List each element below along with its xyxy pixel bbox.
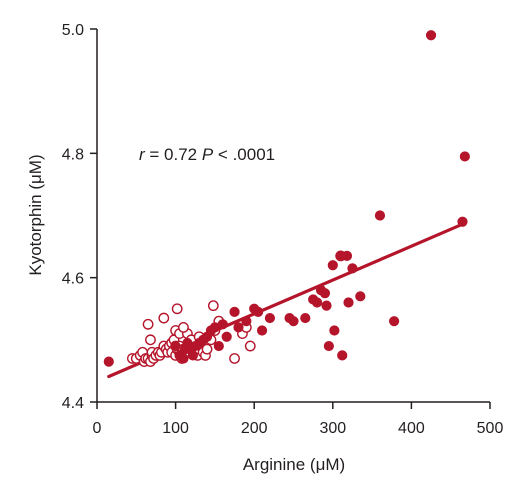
x-tick-label: 200 bbox=[241, 420, 268, 437]
r-value: = 0.72 bbox=[145, 145, 202, 164]
open-data-point bbox=[244, 340, 256, 352]
open-data-point bbox=[229, 353, 240, 364]
y-tick-label: 4.6 bbox=[62, 271, 84, 288]
open-data-point bbox=[201, 343, 213, 355]
filled-data-point bbox=[221, 331, 232, 342]
y-tick-label: 5.0 bbox=[62, 22, 84, 39]
filled-data-point bbox=[343, 297, 354, 308]
r-symbol: r bbox=[139, 145, 146, 164]
filled-data-point bbox=[459, 151, 470, 162]
x-tick-label: 100 bbox=[162, 420, 189, 437]
filled-data-point bbox=[288, 316, 299, 327]
axes bbox=[96, 29, 490, 403]
p-symbol: P bbox=[202, 145, 214, 164]
filled-data-point bbox=[103, 356, 114, 367]
filled-data-point bbox=[241, 316, 252, 327]
filled-data-point bbox=[389, 316, 400, 327]
x-tick-label: 500 bbox=[477, 420, 504, 437]
filled-data-point bbox=[256, 325, 268, 336]
filled-data-point bbox=[341, 250, 353, 262]
x-tick-label: 0 bbox=[93, 420, 102, 437]
correlation-annotation: r = 0.72 P < .0001 bbox=[139, 145, 275, 164]
open-data-point bbox=[142, 318, 154, 330]
filled-data-point bbox=[187, 350, 198, 361]
filled-data-point bbox=[213, 340, 224, 352]
filled-data-point bbox=[300, 312, 311, 324]
filled-data-point bbox=[323, 340, 334, 352]
filled-data-point bbox=[355, 291, 366, 302]
filled-data-point bbox=[337, 350, 348, 361]
filled-data-point bbox=[329, 325, 340, 336]
filled-data-point bbox=[178, 353, 189, 364]
filled-data-point bbox=[170, 340, 181, 352]
open-data-point bbox=[207, 300, 219, 312]
filled-data-point bbox=[253, 306, 264, 317]
filled-data-point bbox=[347, 263, 358, 274]
open-data-point bbox=[145, 334, 156, 346]
x-axis-label: Arginine (μM) bbox=[243, 455, 345, 474]
data-points bbox=[103, 30, 470, 367]
filled-data-point bbox=[327, 260, 338, 271]
filled-data-point bbox=[457, 216, 468, 227]
ticks bbox=[90, 28, 491, 409]
open-data-point bbox=[178, 321, 189, 333]
filled-data-point bbox=[321, 300, 332, 311]
open-data-point bbox=[158, 312, 170, 324]
y-axis-label: Kyotorphin (μM) bbox=[26, 154, 45, 275]
p-value: < .0001 bbox=[213, 145, 275, 164]
filled-data-point bbox=[264, 312, 276, 324]
filled-data-point bbox=[425, 30, 437, 41]
filled-data-point bbox=[311, 297, 323, 308]
tick-labels: 0 100 200 300 400 500 4.4 4.6 4.8 5.0 bbox=[62, 22, 504, 437]
x-tick-label: 300 bbox=[319, 420, 346, 437]
y-tick-label: 4.4 bbox=[62, 395, 84, 412]
filled-data-point bbox=[374, 210, 386, 221]
x-tick-label: 400 bbox=[398, 420, 425, 437]
y-tick-label: 4.8 bbox=[62, 146, 84, 163]
filled-data-point bbox=[229, 306, 240, 317]
filled-data-point bbox=[233, 322, 244, 333]
filled-data-point bbox=[319, 288, 331, 299]
open-data-point bbox=[171, 303, 183, 315]
filled-data-point bbox=[217, 319, 228, 330]
